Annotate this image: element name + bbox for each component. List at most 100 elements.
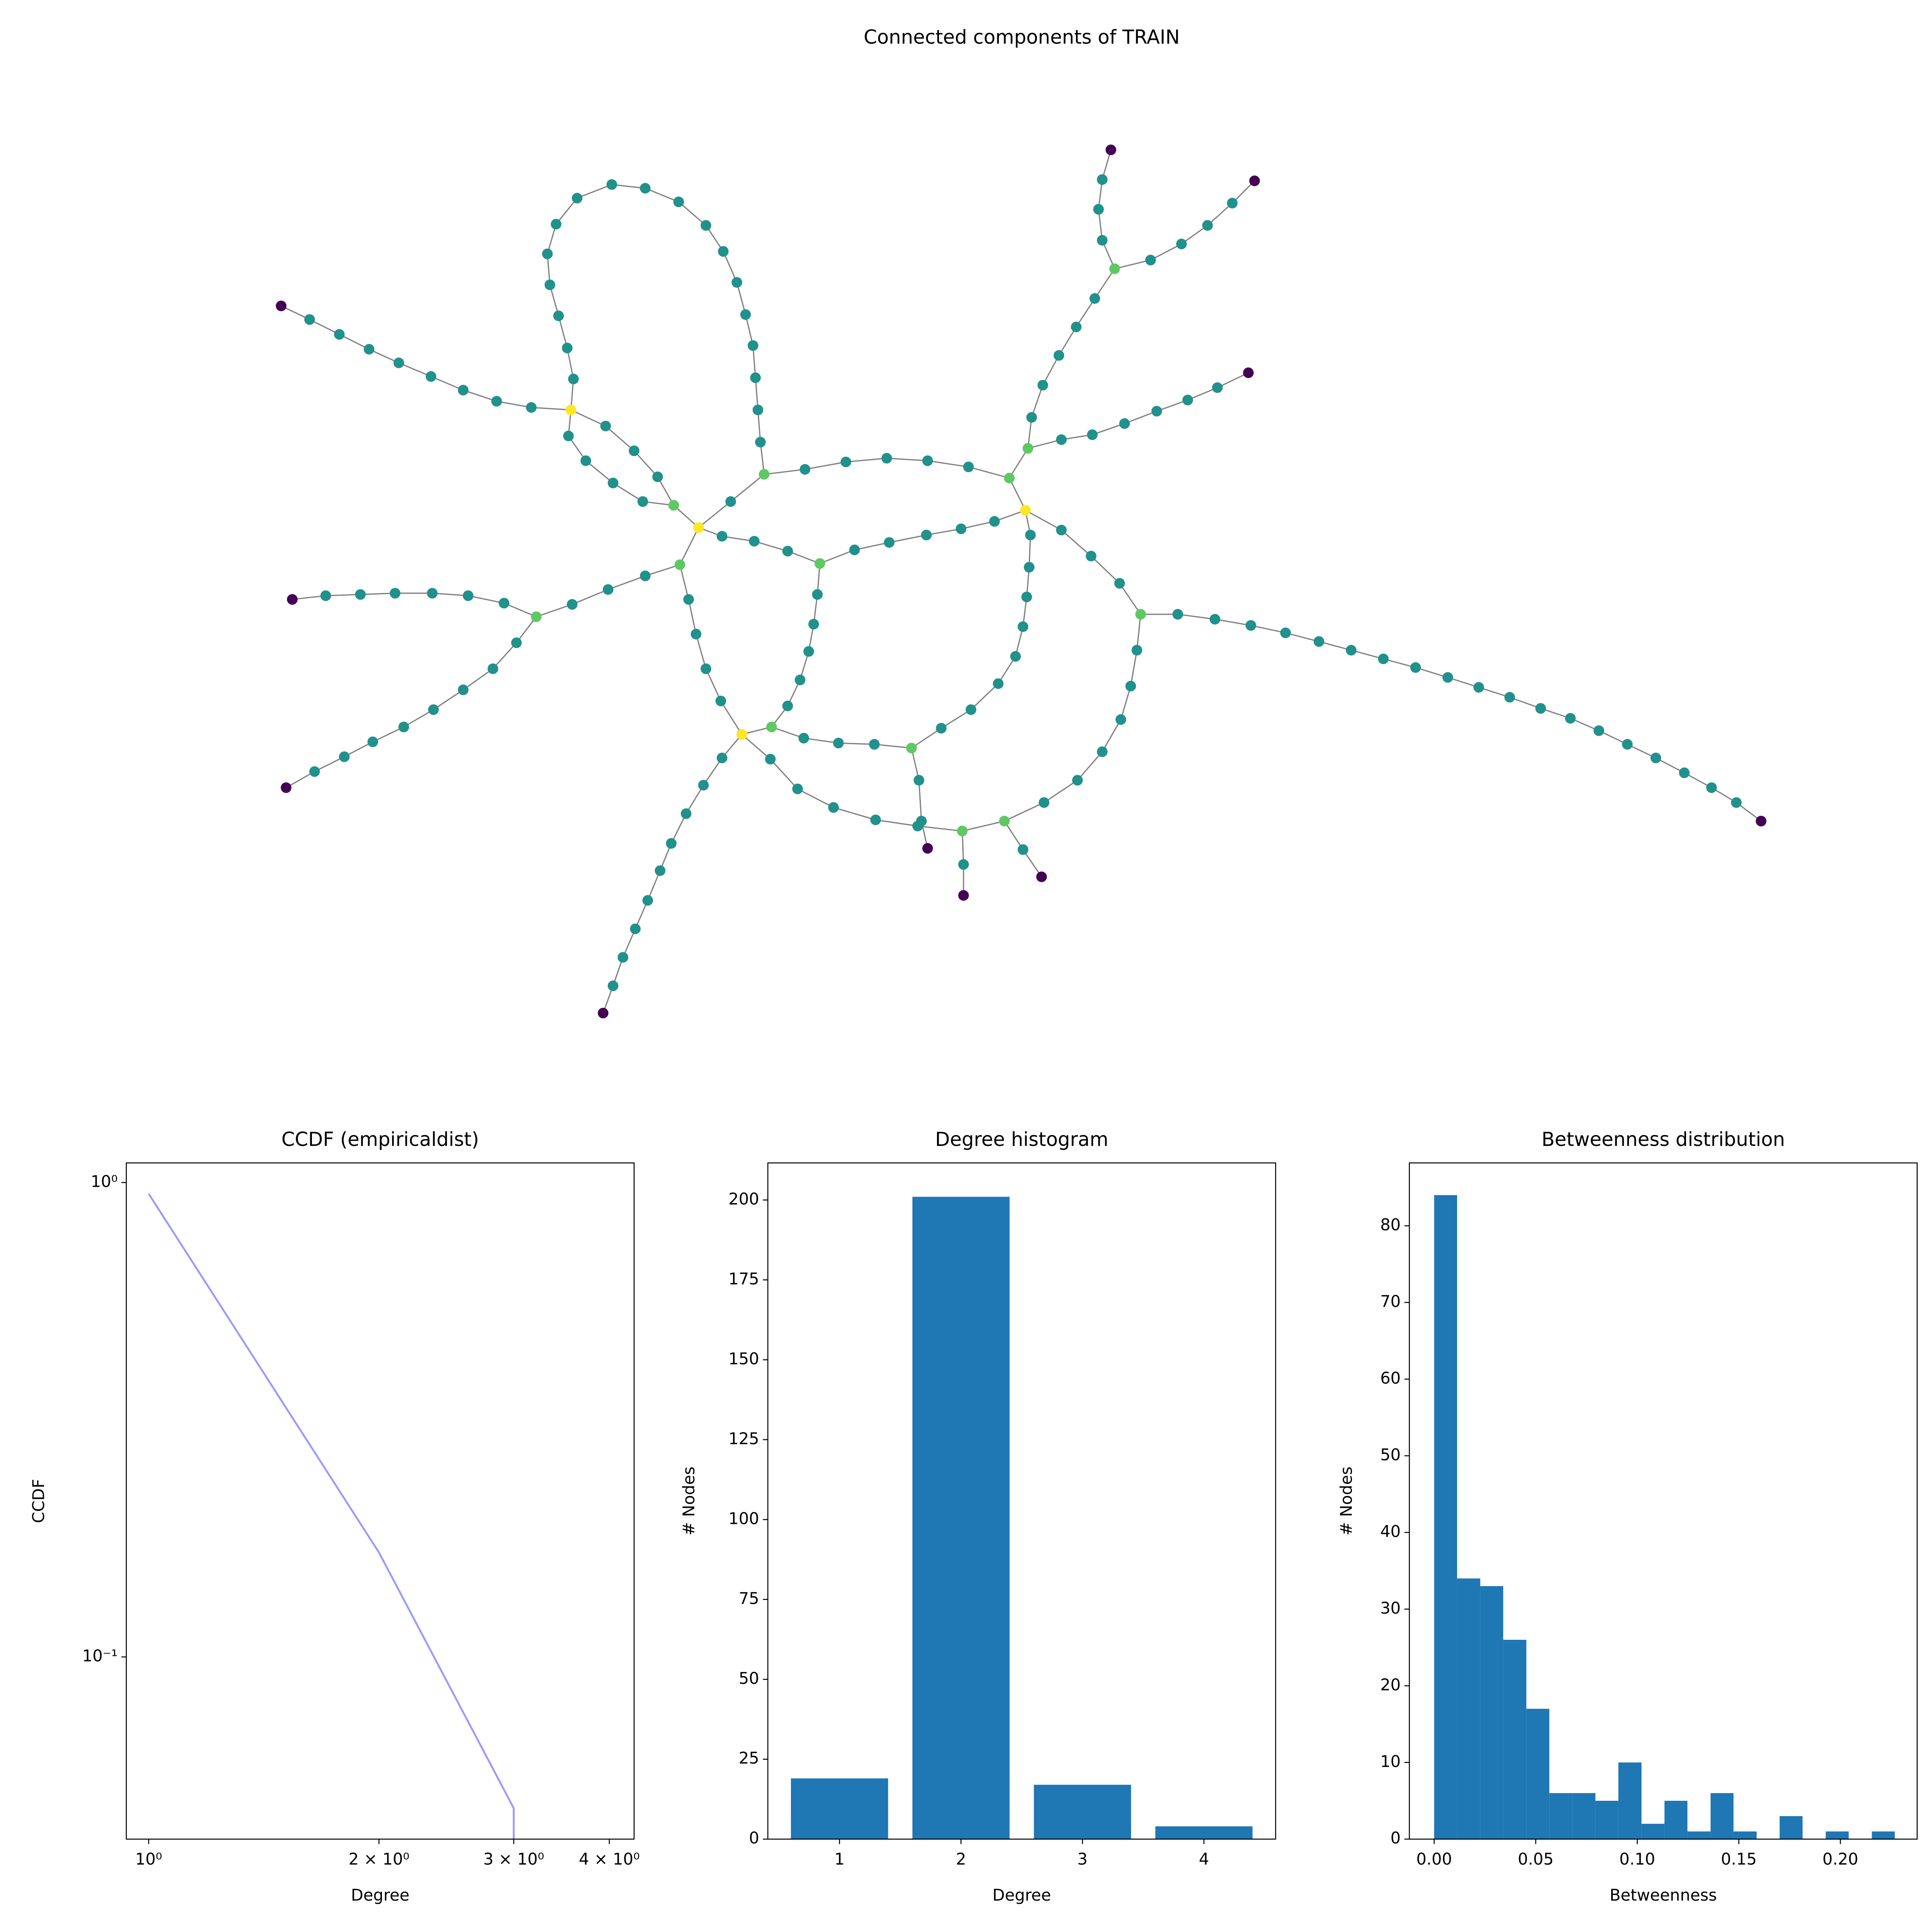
network-edge	[1028, 439, 1062, 449]
network-node	[675, 559, 685, 570]
network-node	[1010, 651, 1021, 662]
network-edge	[492, 642, 517, 669]
network-edge	[1043, 780, 1078, 803]
x-tick-label: 0.00	[1416, 1850, 1452, 1869]
y-tick-label: 40	[1380, 1522, 1401, 1541]
network-edge	[671, 813, 687, 844]
network-edge	[722, 251, 738, 283]
network-node	[334, 329, 345, 340]
network-edge	[741, 734, 771, 760]
histogram-bar	[1549, 1793, 1573, 1839]
network-edge	[1351, 649, 1384, 660]
network-node	[849, 544, 860, 555]
network-edge	[1478, 687, 1510, 698]
network-node	[795, 675, 805, 685]
bar	[912, 1197, 1010, 1839]
network-node	[715, 696, 726, 706]
bar	[1034, 1785, 1131, 1839]
network-node	[1565, 713, 1576, 724]
network-node	[652, 471, 663, 482]
x-tick-label: 1	[834, 1850, 844, 1869]
network-edge	[698, 501, 731, 528]
subplot-title: Betweenness distribution	[1542, 1129, 1785, 1151]
x-tick-label: 10⁰	[135, 1850, 162, 1869]
network-edge	[657, 476, 675, 506]
network-node	[798, 733, 809, 744]
axes-frame	[126, 1162, 635, 1840]
network-edge	[1217, 372, 1249, 388]
network-node	[1227, 198, 1238, 208]
network-node	[1125, 681, 1136, 691]
network-node	[673, 196, 684, 207]
network-node	[683, 594, 694, 605]
network-node	[808, 619, 819, 630]
histogram-bar	[1572, 1793, 1596, 1839]
network-node	[1504, 692, 1515, 703]
network-edge	[1102, 719, 1121, 752]
network-edge	[608, 575, 646, 590]
network-node	[731, 277, 742, 288]
network-edge	[771, 726, 804, 739]
network-node	[1346, 645, 1357, 656]
network-edge	[787, 550, 820, 564]
network-edge	[555, 198, 578, 225]
network-edge	[645, 564, 680, 577]
network-edge	[1119, 583, 1141, 615]
x-tick-label: 4 × 10⁰	[579, 1850, 640, 1869]
network-node	[367, 736, 378, 747]
x-tick-label: 0.15	[1721, 1850, 1757, 1869]
network-edge	[1092, 423, 1125, 436]
network-node	[1243, 367, 1254, 378]
network-node	[654, 865, 666, 876]
network-node	[1087, 429, 1098, 440]
network-node	[1038, 797, 1050, 808]
network-node	[425, 371, 436, 382]
axes-frame	[1409, 1162, 1918, 1840]
histogram-bar	[1779, 1816, 1803, 1839]
network-edge	[1181, 225, 1208, 245]
network-node	[936, 723, 947, 734]
network-node	[566, 405, 576, 415]
network-edge	[889, 534, 927, 543]
network-node	[700, 663, 712, 674]
x-tick-label: 2	[956, 1850, 966, 1869]
network-node	[916, 815, 927, 827]
network-node	[600, 421, 611, 431]
network-edge	[685, 784, 704, 814]
histogram-bar	[1733, 1831, 1757, 1839]
network-edge	[1075, 298, 1096, 328]
histogram-bar	[1480, 1586, 1503, 1839]
network-node	[792, 783, 803, 795]
network-node	[884, 537, 895, 548]
network-node	[749, 536, 760, 547]
histogram-bar	[1872, 1831, 1895, 1839]
network-node	[1145, 254, 1156, 266]
histogram-bar	[1664, 1800, 1688, 1839]
network-node	[607, 980, 619, 991]
network-node	[1115, 714, 1126, 725]
network-edge	[760, 442, 765, 475]
network-edge	[752, 345, 756, 378]
network-edge	[611, 184, 646, 189]
network-node	[1086, 551, 1096, 561]
y-tick-label: 25	[739, 1749, 759, 1768]
y-tick-label: 30	[1380, 1599, 1401, 1618]
network-node	[531, 611, 542, 622]
network-node	[1172, 609, 1183, 620]
network-node	[921, 530, 932, 541]
network-node	[736, 729, 747, 740]
y-axis-label: # Nodes	[680, 1466, 698, 1535]
network-edge	[1004, 802, 1044, 822]
network-edge	[314, 756, 345, 772]
network-node	[750, 372, 761, 383]
network-node	[1056, 524, 1067, 536]
network-node	[1089, 293, 1100, 304]
network-edge	[764, 469, 805, 475]
network-edge	[1124, 411, 1157, 424]
network-edge	[911, 748, 920, 780]
network-edge	[372, 726, 404, 743]
network-node	[562, 343, 573, 353]
network-node	[666, 838, 677, 849]
network-node	[814, 558, 826, 569]
